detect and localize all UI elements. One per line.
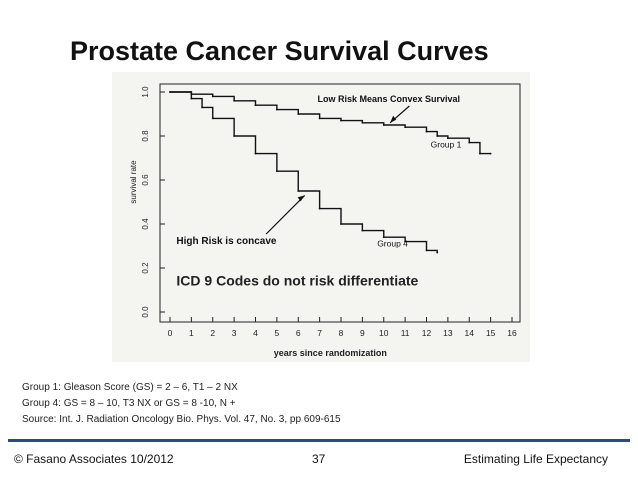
series-point-2 xyxy=(425,249,428,252)
series-point-1 xyxy=(489,152,492,155)
series-point-1 xyxy=(479,152,481,155)
x-tick-label: 4 xyxy=(253,328,258,338)
series-point-2 xyxy=(275,170,278,173)
x-tick-label: 8 xyxy=(339,328,344,338)
note-group4: Group 4: GS = 8 – 10, T3 NX or GS = 8 -1… xyxy=(22,398,236,409)
footer-copyright: © Fasano Associates 10/2012 xyxy=(14,452,174,466)
series-point-2 xyxy=(340,223,342,225)
x-tick-label: 10 xyxy=(379,328,389,338)
series-point-2 xyxy=(318,207,321,210)
series-point-1 xyxy=(382,124,385,126)
x-tick-label: 13 xyxy=(443,328,453,338)
series-point-1 xyxy=(425,130,428,133)
arrow-high-risk xyxy=(265,194,306,235)
x-tick-label: 6 xyxy=(296,328,301,338)
chart-svg: 0.00.20.40.60.81.00 1 2 3 4 5 6 7 8 9 10 11 12 13 14 15… xyxy=(129,83,521,358)
series-point-2 xyxy=(361,229,364,232)
y-tick-label: 1.0 xyxy=(141,86,150,98)
series-point-2 xyxy=(436,251,439,254)
x-axis-label: years since randomization xyxy=(274,348,387,358)
y-tick-label: 0.8 xyxy=(141,130,150,142)
note-group1: Group 1: Gleason Score (GS) = 2 – 6, T1 … xyxy=(22,382,238,393)
y-tick-label: 0.6 xyxy=(141,174,150,186)
arrowhead-low-risk xyxy=(390,115,397,123)
footnotes: Group 1: Gleason Score (GS) = 2 – 6, T1 … xyxy=(22,380,341,428)
x-tick-label: 1 xyxy=(189,328,194,338)
series-point-2 xyxy=(404,240,407,243)
series-point-2 xyxy=(382,236,385,239)
footer-divider xyxy=(8,439,630,442)
annotation-high-risk: High Risk is concave xyxy=(176,236,276,247)
x-tick-label: 12 xyxy=(422,328,432,338)
x-tick-label: 14 xyxy=(465,328,475,338)
chart-axes xyxy=(159,83,521,323)
series-point-2 xyxy=(201,106,203,109)
x-tick-label: 0 xyxy=(168,328,173,338)
y-tick-label: 0.2 xyxy=(141,262,150,274)
x-tick-label: 5 xyxy=(275,328,280,338)
x-tick-label: 2 xyxy=(210,328,215,338)
x-tick-label: 3 xyxy=(232,328,237,338)
series-point-1 xyxy=(211,95,214,98)
chart-ticks: 0.00.20.40.60.81.00 1 2 3 4 5 6 7 8 9 10 11 12 13 14 15… xyxy=(141,86,517,338)
series-point-1 xyxy=(446,137,449,140)
series-point-1 xyxy=(318,117,321,120)
series-point-1 xyxy=(233,99,236,102)
series-point-1 xyxy=(468,141,471,144)
footer-page-number: 37 xyxy=(312,452,326,466)
series-point-2 xyxy=(297,190,300,192)
survival-chart: 0.0 0.2 0.4 0.6 0.8 1.0 0 1 2 3 4 5 6 7 8 9 10 11 12 13 14 15… xyxy=(112,72,530,362)
series-point-1 xyxy=(361,121,364,124)
plot-frame xyxy=(159,83,521,323)
chart-labels: survival rate years since randomization Gr… xyxy=(129,94,462,358)
series-point-2 xyxy=(254,152,257,155)
series-line-1 xyxy=(170,91,491,155)
series-point-2 xyxy=(233,135,236,137)
x-tick-label: 11 xyxy=(401,328,410,338)
series-point-1 xyxy=(436,135,439,137)
y-tick-label: 0.0 xyxy=(141,306,150,318)
note-source: Source: Int. J. Radiation Oncology Bio. … xyxy=(22,414,341,425)
chart-series xyxy=(169,91,492,254)
series-label-1: Group 1 xyxy=(431,140,462,150)
series-point-2 xyxy=(190,97,193,100)
series-point-1 xyxy=(297,113,300,115)
arrowhead-high-risk xyxy=(297,195,305,202)
x-tick-label: 16 xyxy=(507,328,517,338)
footer-topic: Estimating Life Expectancy xyxy=(463,452,608,466)
series-point-1 xyxy=(340,119,342,122)
y-tick-label: 0.4 xyxy=(141,218,150,230)
series-point-1 xyxy=(404,126,407,129)
x-tick-label: 7 xyxy=(317,328,322,338)
series-point-2 xyxy=(169,91,171,93)
y-axis-label: survival rate xyxy=(129,160,138,204)
annotation-low-risk: Low Risk Means Convex Survival xyxy=(317,94,460,104)
annotation-icd: ICD 9 Codes do not risk differentiate xyxy=(176,273,418,289)
series-point-1 xyxy=(275,108,278,111)
series-label-2: Group 4 xyxy=(377,239,408,249)
x-tick-label: 15 xyxy=(486,328,496,338)
series-point-2 xyxy=(211,117,214,120)
x-tick-label: 9 xyxy=(360,328,365,338)
series-point-1 xyxy=(254,104,257,107)
slide-title: Prostate Cancer Survival Curves xyxy=(70,36,489,66)
